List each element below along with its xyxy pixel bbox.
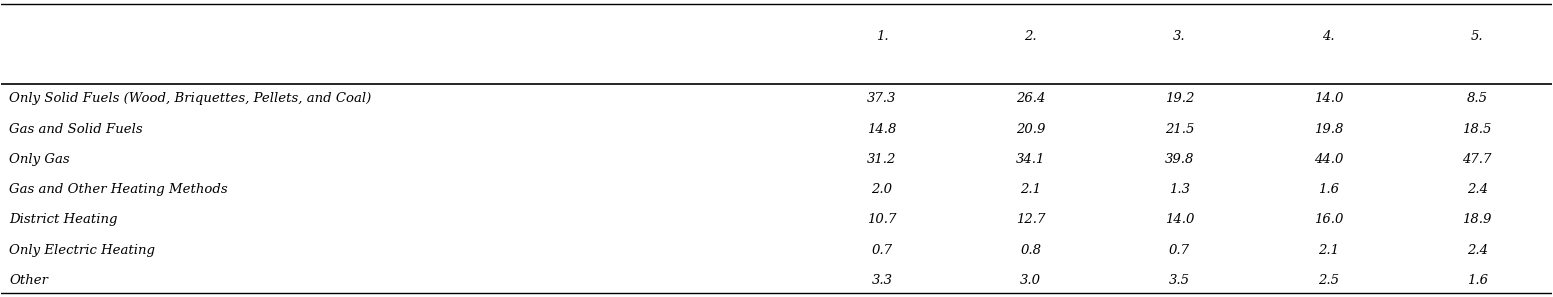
Text: 2.4: 2.4: [1466, 244, 1488, 257]
Text: 3.5: 3.5: [1169, 274, 1190, 287]
Text: 8.5: 8.5: [1466, 92, 1488, 105]
Text: 14.0: 14.0: [1314, 92, 1343, 105]
Text: 1.6: 1.6: [1318, 183, 1339, 196]
Text: 5.: 5.: [1471, 30, 1483, 43]
Text: 1.6: 1.6: [1466, 274, 1488, 287]
Text: 2.0: 2.0: [871, 183, 893, 196]
Text: 19.2: 19.2: [1165, 92, 1194, 105]
Text: 2.1: 2.1: [1020, 183, 1041, 196]
Text: 10.7: 10.7: [867, 214, 896, 226]
Text: Only Gas: Only Gas: [9, 153, 70, 166]
Text: 0.7: 0.7: [1169, 244, 1190, 257]
Text: 12.7: 12.7: [1016, 214, 1045, 226]
Text: 2.1: 2.1: [1318, 244, 1339, 257]
Text: 14.0: 14.0: [1165, 214, 1194, 226]
Text: 18.9: 18.9: [1463, 214, 1492, 226]
Text: 2.: 2.: [1025, 30, 1037, 43]
Text: 19.8: 19.8: [1314, 123, 1343, 136]
Text: 3.: 3.: [1173, 30, 1186, 43]
Text: Gas and Other Heating Methods: Gas and Other Heating Methods: [9, 183, 228, 196]
Text: 0.8: 0.8: [1020, 244, 1041, 257]
Text: 31.2: 31.2: [867, 153, 896, 166]
Text: 34.1: 34.1: [1016, 153, 1045, 166]
Text: 1.3: 1.3: [1169, 183, 1190, 196]
Text: 16.0: 16.0: [1314, 214, 1343, 226]
Text: 26.4: 26.4: [1016, 92, 1045, 105]
Text: Gas and Solid Fuels: Gas and Solid Fuels: [9, 123, 143, 136]
Text: 1.: 1.: [876, 30, 888, 43]
Text: District Heating: District Heating: [9, 214, 118, 226]
Text: 14.8: 14.8: [867, 123, 896, 136]
Text: 18.5: 18.5: [1463, 123, 1492, 136]
Text: 3.3: 3.3: [871, 274, 893, 287]
Text: 21.5: 21.5: [1165, 123, 1194, 136]
Text: 3.0: 3.0: [1020, 274, 1041, 287]
Text: Only Electric Heating: Only Electric Heating: [9, 244, 155, 257]
Text: 2.4: 2.4: [1466, 183, 1488, 196]
Text: Other: Other: [9, 274, 48, 287]
Text: 39.8: 39.8: [1165, 153, 1194, 166]
Text: 0.7: 0.7: [871, 244, 893, 257]
Text: 20.9: 20.9: [1016, 123, 1045, 136]
Text: 44.0: 44.0: [1314, 153, 1343, 166]
Text: 2.5: 2.5: [1318, 274, 1339, 287]
Text: 37.3: 37.3: [867, 92, 896, 105]
Text: 47.7: 47.7: [1463, 153, 1492, 166]
Text: Only Solid Fuels (Wood, Briquettes, Pellets, and Coal): Only Solid Fuels (Wood, Briquettes, Pell…: [9, 92, 371, 105]
Text: 4.: 4.: [1322, 30, 1334, 43]
